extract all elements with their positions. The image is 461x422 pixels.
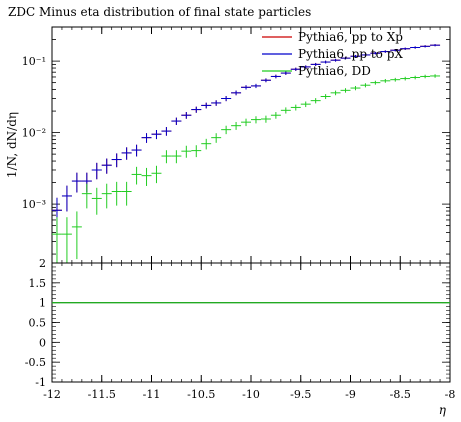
ratio-y-tick-label: -0.5 xyxy=(25,356,46,369)
y-tick-label: 10⁻³ xyxy=(22,198,46,211)
series-1 xyxy=(52,44,441,232)
series-3 xyxy=(52,74,441,263)
chart-title: ZDC Minus eta distribution of final stat… xyxy=(8,5,311,19)
legend-label: Pythia6, pp to Xp xyxy=(298,30,403,44)
main-y-ticks: 10⁻³ 10⁻² 10⁻¹ xyxy=(22,39,450,255)
x-tick-label: -10.5 xyxy=(187,388,215,401)
ratio-plot-area xyxy=(51,262,451,383)
x-tick-label: -9.5 xyxy=(290,388,311,401)
y-tick-label: 10⁻¹ xyxy=(22,55,46,68)
x-axis-label: η xyxy=(439,403,447,417)
ratio-y-tick-label: 2 xyxy=(39,257,46,270)
x-tick-label: -12 xyxy=(43,388,61,401)
main-plot-area xyxy=(51,26,451,264)
legend-label: Pythia6, DD xyxy=(298,64,371,78)
x-tick-label: -10 xyxy=(242,388,260,401)
x-tick-label: -9 xyxy=(345,388,356,401)
series-2 xyxy=(52,44,441,232)
ratio-y-tick-label: 1 xyxy=(39,297,46,310)
y-axis-label: 1/N, dN/dη xyxy=(5,112,19,178)
ratio-y-tick-label: 1.5 xyxy=(29,277,47,290)
main-series-layer xyxy=(52,44,441,263)
ratio-y-tick-label: 0 xyxy=(39,336,46,349)
x-tick-label: -11 xyxy=(143,388,161,401)
x-ticks: -12 -11.5 -11 -10.5 -10 -9.5 -9 -8.5 -8 xyxy=(43,27,455,401)
ratio-y-tick-label: -1 xyxy=(35,376,46,389)
y-tick-label: 10⁻² xyxy=(22,127,46,140)
main-plot-frame xyxy=(51,26,451,264)
x-tick-label: -8.5 xyxy=(390,388,411,401)
ratio-plot-frame xyxy=(51,262,451,383)
legend: Pythia6, pp to Xp Pythia6, pp to pX Pythia… xyxy=(262,30,403,78)
ratio-y-ticks: -1 -0.5 0 0.5 1 1.5 2 xyxy=(25,257,450,389)
x-tick-label: -8 xyxy=(445,388,456,401)
ratio-y-tick-label: 0.5 xyxy=(29,317,47,330)
legend-label: Pythia6, pp to pX xyxy=(298,47,403,61)
x-tick-label: -11.5 xyxy=(88,388,116,401)
